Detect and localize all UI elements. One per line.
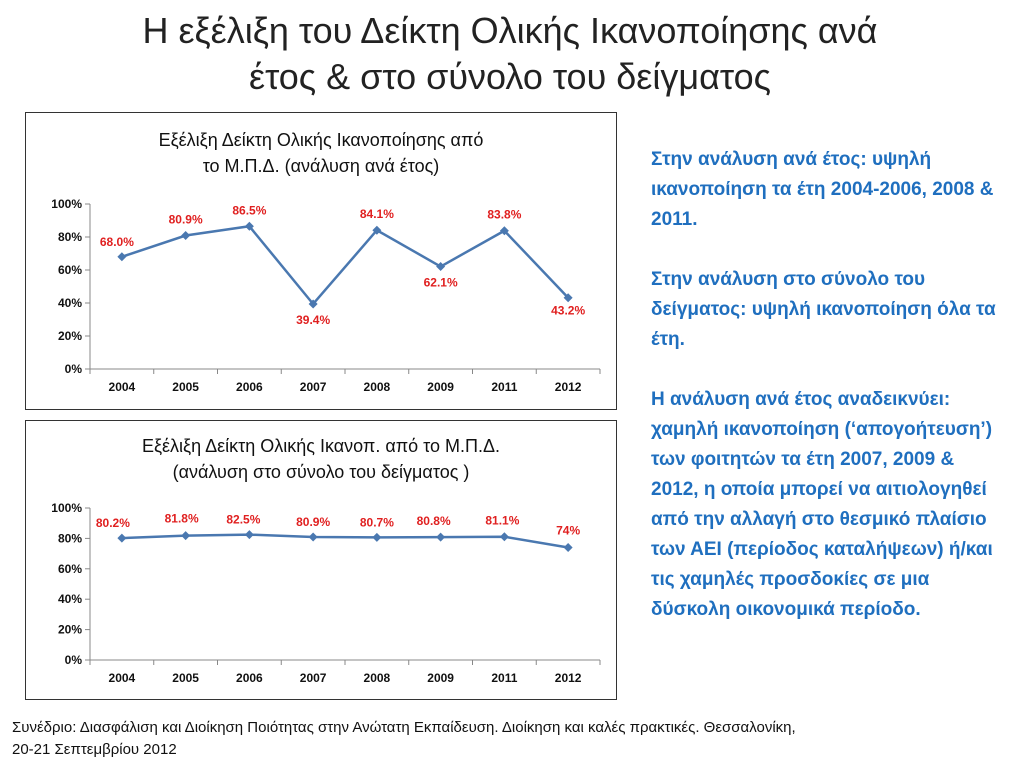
x-tick-label: 2011: [491, 380, 517, 394]
data-point: [372, 225, 382, 235]
data-point: [181, 531, 191, 541]
chart-per-year: Εξέλιξη Δείκτη Ολικής Ικανοποίησης από τ…: [25, 112, 617, 410]
chart-plot: 0% 20% 40% 60% 80% 100% 2004 2005 2006 2007 2008 20…: [51, 197, 601, 394]
footer-line2: 20-21 Σεπτεμβρίου 2012: [12, 741, 177, 758]
x-tick-label: 2008: [364, 671, 391, 685]
x-tick-label: 2005: [172, 671, 199, 685]
x-tick-label: 2009: [427, 380, 454, 394]
data-label: 86.5%: [232, 203, 266, 217]
data-point: [244, 221, 254, 231]
data-label: 80.8%: [417, 514, 451, 528]
chart-title-line1: Εξέλιξη Δείκτη Ολικής Ικανοποίησης από: [158, 130, 484, 150]
data-label: 43.2%: [551, 304, 585, 318]
commentary-paragraph-1: Στην ανάλυση ανά έτος: υψηλή ικανοποίηση…: [651, 149, 994, 230]
x-tick-label: 2012: [555, 671, 582, 685]
y-tick-label: 0%: [65, 362, 83, 376]
series-line: [121, 224, 570, 306]
data-label: 62.1%: [424, 276, 458, 290]
x-tick-label: 2011: [491, 671, 517, 685]
y-tick-label: 100%: [51, 197, 82, 211]
data-label: 81.8%: [165, 512, 199, 526]
y-tick-label: 60%: [58, 263, 82, 277]
x-tick-label: 2004: [109, 671, 136, 685]
y-tick-label: 100%: [51, 501, 82, 515]
y-tick-label: 80%: [58, 531, 82, 545]
data-point: [563, 543, 573, 553]
y-tick-label: 60%: [58, 562, 82, 576]
data-label: 83.8%: [487, 208, 521, 222]
x-tick-label: 2007: [300, 380, 327, 394]
data-label: 84.1%: [360, 207, 394, 221]
x-tick-label: 2008: [364, 380, 391, 394]
data-label: 80.2%: [96, 516, 130, 530]
y-tick-label: 80%: [58, 230, 82, 244]
footer-note: Συνέδριο: Διασφάλιση και Διοίκηση Ποιότη…: [12, 717, 1012, 761]
y-tick-label: 40%: [58, 592, 82, 606]
series-line: [121, 533, 569, 549]
data-point: [117, 533, 127, 543]
chart-total-sample: Εξέλιξη Δείκτη Ολικής Ικανοπ. από το Μ.Π…: [25, 420, 617, 700]
data-label: 74%: [556, 524, 580, 538]
slide-title-line1: Η εξέλιξη του Δείκτη Ολικής Ικανοποίησης…: [142, 10, 878, 51]
chart-title-line2: (ανάλυση στο σύνολο του δείγματος ): [172, 462, 470, 482]
data-point: [117, 252, 127, 262]
chart-plot: 0% 20% 40% 60% 80% 100% 2004 2005 2006 2007 2008 20…: [51, 501, 601, 685]
data-point: [499, 226, 509, 236]
x-tick-label: 2006: [236, 380, 263, 394]
data-point: [244, 530, 254, 540]
x-tick-label: 2005: [172, 380, 199, 394]
y-tick-label: 40%: [58, 296, 82, 310]
side-commentary: Στην ανάλυση ανά έτος: υψηλή ικανοποίηση…: [651, 145, 1001, 655]
chart-title-line2: το Μ.Π.Δ. (ανάλυση ανά έτος): [202, 156, 440, 176]
data-point: [563, 293, 573, 303]
data-label: 80.9%: [296, 515, 330, 529]
data-point: [436, 262, 446, 272]
chart-title: Εξέλιξη Δείκτη Ολικής Ικανοποίησης από τ…: [26, 127, 616, 179]
data-point: [308, 532, 318, 542]
data-label: 82.5%: [226, 513, 260, 527]
data-label: 68.0%: [100, 235, 134, 249]
x-tick-label: 2007: [300, 671, 327, 685]
data-label: 81.1%: [485, 514, 519, 528]
y-tick-label: 20%: [58, 623, 82, 637]
chart-title-line1: Εξέλιξη Δείκτη Ολικής Ικανοπ. από το Μ.Π…: [141, 436, 501, 456]
footer-line1: Συνέδριο: Διασφάλιση και Διοίκηση Ποιότη…: [12, 719, 796, 736]
slide-title-line2: έτος & στο σύνολο του δείγματος: [249, 56, 771, 97]
y-tick-label: 20%: [58, 329, 82, 343]
x-tick-label: 2004: [109, 380, 136, 394]
data-label: 80.7%: [360, 515, 394, 529]
x-tick-label: 2012: [555, 380, 582, 394]
commentary-paragraph-2: Στην ανάλυση στο σύνολο του δείγματος: υ…: [651, 269, 996, 350]
data-point: [436, 532, 446, 542]
data-point: [372, 532, 382, 542]
data-point: [181, 231, 191, 241]
x-tick-label: 2009: [427, 671, 454, 685]
y-tick-label: 0%: [65, 653, 83, 667]
x-tick-label: 2006: [236, 671, 263, 685]
data-label: 80.9%: [169, 213, 203, 227]
chart-title: Εξέλιξη Δείκτη Ολικής Ικανοπ. από το Μ.Π…: [26, 433, 616, 485]
data-label: 39.4%: [296, 313, 330, 327]
data-point: [499, 532, 509, 542]
commentary-paragraph-3: Η ανάλυση ανά έτος αναδεικνύει: χαμηλή ι…: [651, 389, 993, 620]
slide-title: Η εξέλιξη του Δείκτη Ολικής Ικανοποίησης…: [40, 8, 980, 100]
data-point: [308, 299, 318, 309]
